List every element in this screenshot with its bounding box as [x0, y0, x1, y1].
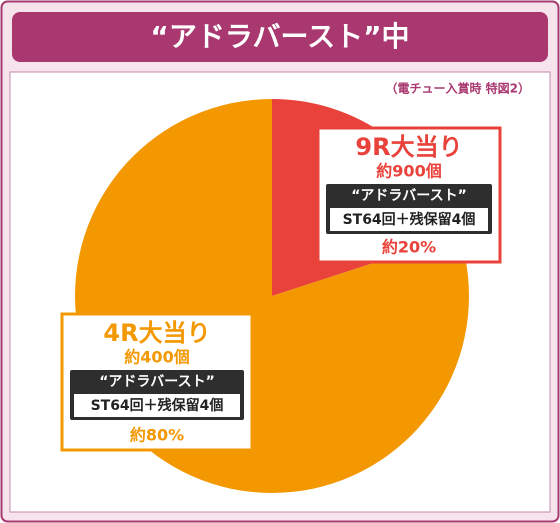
value-label: 約80%	[130, 426, 184, 445]
detail-box	[330, 208, 488, 231]
payout-label: 約400個	[124, 348, 189, 367]
value-label: 約20%	[382, 238, 436, 257]
category-label: 4R大当り	[103, 319, 210, 347]
title-bar	[12, 12, 548, 62]
category-label: 9R大当り	[355, 133, 462, 161]
detail-box	[74, 394, 240, 417]
mode-label: “アドラバースト”	[351, 188, 467, 204]
chart-title: “アドラバースト”中	[150, 20, 409, 53]
detail-label: ST64回＋残保留4個	[91, 397, 224, 414]
mode-label: “アドラバースト”	[99, 374, 215, 390]
subtitle: （電チュー入賞時 特図2）	[385, 81, 530, 96]
payout-label: 約900個	[376, 162, 441, 181]
detail-label: ST64回＋残保留4個	[343, 211, 476, 228]
